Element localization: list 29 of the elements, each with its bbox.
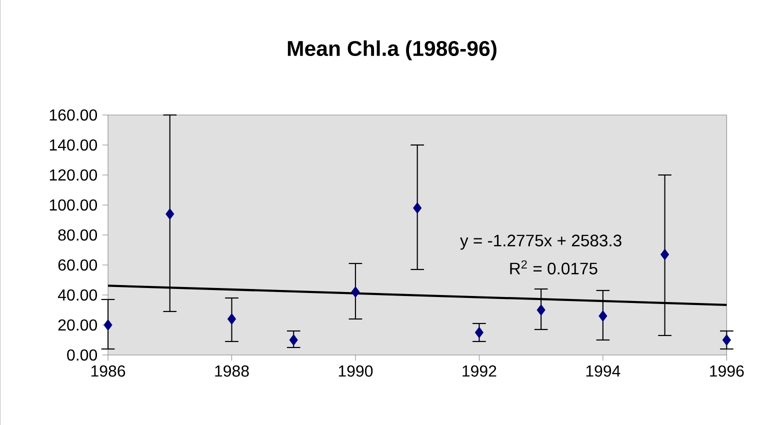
annotation: y = -1.2775x + 2583.3 [460,234,622,250]
y-tick-label: 140.00 [50,139,97,151]
y-tick-label: 120.00 [50,169,97,181]
x-tick-label: 1990 [338,365,373,377]
point [536,304,546,316]
y-tick-label: 80.00 [58,229,97,241]
point [598,310,608,322]
y-tick-label: 40.00 [58,289,97,301]
point [289,334,298,346]
point [474,326,484,338]
x-tick-label: 1988 [215,365,249,377]
chart-title: Mean Chl.a (1986-96) [288,40,496,60]
point [660,248,670,260]
point [722,334,731,346]
y-tick-label: 60.00 [58,259,97,271]
point [166,208,174,220]
point [104,319,112,331]
y-tick-label: 100.00 [50,199,97,211]
x-tick-label: 1986 [91,365,126,377]
annotation: R$^{2}$ = 0.0175 [510,260,598,274]
y-tick-label: 20.00 [58,319,97,331]
point [413,202,422,214]
x-tick-label: 1992 [462,365,496,377]
y-tick-label: 0.00 [67,349,97,361]
x-tick-label: 1996 [710,365,744,377]
x-tick-label: 1994 [586,365,620,377]
point [351,286,360,298]
y-tick-label: 160.00 [50,109,97,121]
point [227,313,236,325]
